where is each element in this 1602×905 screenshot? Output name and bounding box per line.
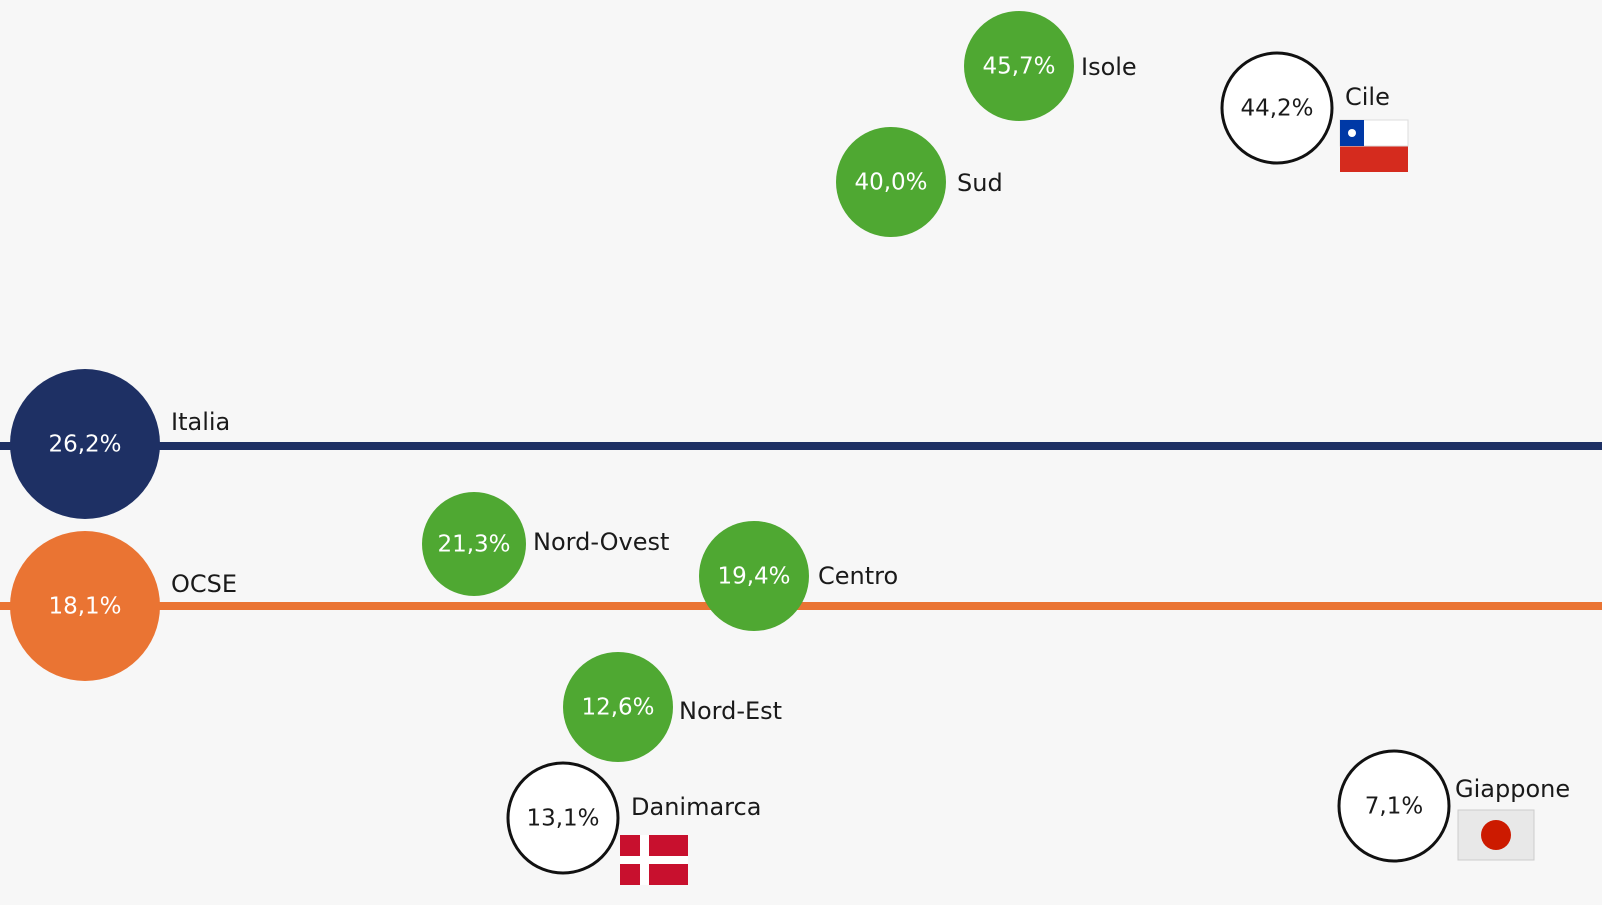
value-label: 12,6% — [581, 695, 654, 721]
flag — [1340, 146, 1408, 172]
bubble — [563, 652, 673, 762]
category-label: Isole — [1081, 53, 1137, 81]
bubble — [1220, 51, 1334, 165]
category-label: Centro — [818, 562, 898, 590]
bubble — [422, 492, 526, 596]
category-label: Sud — [957, 169, 1003, 197]
bubble — [10, 369, 160, 519]
value-label: 19,4% — [717, 564, 790, 590]
category-label: Nord-Est — [679, 697, 782, 725]
category-label: Danimarca — [631, 793, 761, 821]
bubble — [836, 127, 946, 237]
value-label: 45,7% — [982, 54, 1055, 80]
value-label: 26,2% — [48, 432, 121, 458]
bubble — [699, 521, 809, 631]
value-label: 7,1% — [1365, 794, 1423, 820]
value-label: 18,1% — [48, 594, 121, 620]
value-label: 40,0% — [854, 170, 927, 196]
category-label: OCSE — [171, 570, 237, 598]
bubble — [506, 761, 620, 875]
value-label: 44,2% — [1240, 96, 1313, 122]
reference-line — [0, 442, 1602, 450]
category-label: Cile — [1345, 83, 1390, 111]
value-label: 13,1% — [526, 806, 599, 832]
bubble — [1337, 749, 1451, 863]
reference-line — [0, 602, 1602, 610]
category-label: Italia — [171, 408, 230, 436]
category-label: Nord-Ovest — [533, 528, 669, 556]
category-label: Giappone — [1455, 775, 1570, 803]
bubble — [10, 531, 160, 681]
bubble — [964, 11, 1074, 121]
flag — [1481, 820, 1511, 850]
flag — [620, 856, 688, 864]
flag — [1348, 129, 1356, 137]
value-label: 21,3% — [437, 532, 510, 558]
